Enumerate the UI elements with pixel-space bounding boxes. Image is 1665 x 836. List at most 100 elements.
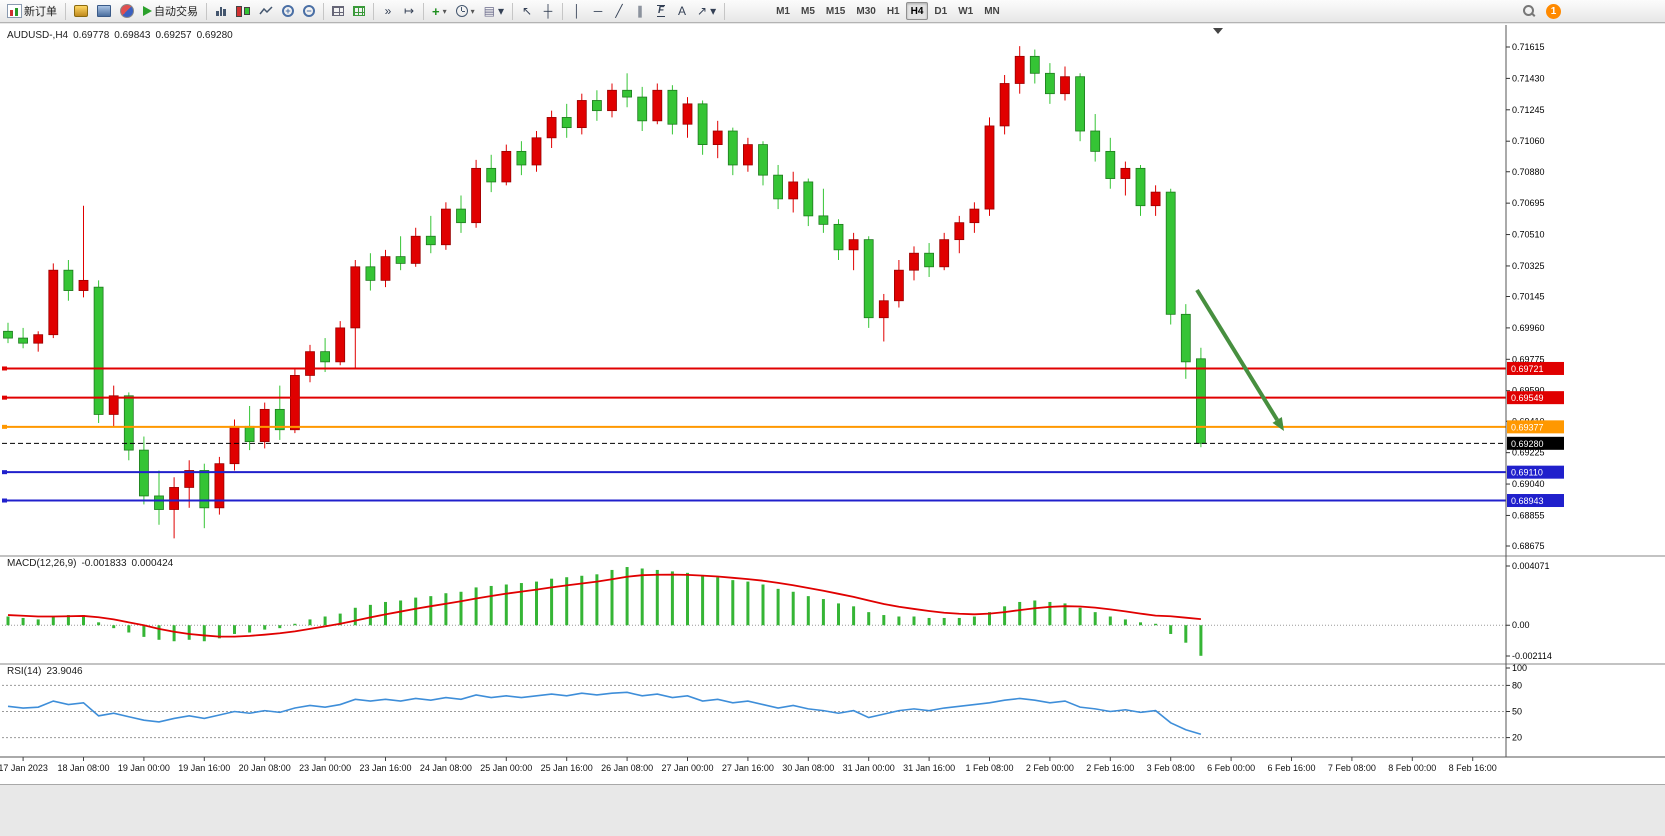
svg-text:20: 20 <box>1512 733 1522 743</box>
svg-text:1 Feb 08:00: 1 Feb 08:00 <box>965 763 1013 773</box>
svg-text:0.69549: 0.69549 <box>1511 393 1544 403</box>
community-icon <box>120 4 134 18</box>
toolbar-separator <box>562 2 563 20</box>
search-button[interactable] <box>1519 1 1539 21</box>
text-button[interactable]: A <box>672 1 692 21</box>
svg-text:27 Jan 16:00: 27 Jan 16:00 <box>722 763 774 773</box>
timeframe-mn[interactable]: MN <box>979 2 1005 20</box>
panel-dividers[interactable] <box>0 25 1665 758</box>
timeframe-m1[interactable]: M1 <box>771 2 795 20</box>
trendline-icon: ╱ <box>615 4 623 18</box>
svg-text:2 Feb 00:00: 2 Feb 00:00 <box>1026 763 1074 773</box>
macd-header: MACD(12,26,9) -0.001833 0.000424 <box>7 558 178 569</box>
grid-toggle-button[interactable] <box>349 1 369 21</box>
toolbar-separator <box>423 2 424 20</box>
chart-shift-marker[interactable] <box>1213 28 1223 34</box>
svg-text:0.00: 0.00 <box>1512 620 1530 630</box>
caret-down-icon: ▾ <box>497 4 504 18</box>
indicators-button[interactable]: + ▾ <box>428 1 451 21</box>
new-order-icon <box>7 4 22 18</box>
metaeditor-icon <box>74 5 88 17</box>
svg-text:3 Feb 08:00: 3 Feb 08:00 <box>1147 763 1195 773</box>
svg-text:0.69040: 0.69040 <box>1512 479 1545 489</box>
text-icon: A <box>677 4 686 18</box>
svg-text:23 Jan 16:00: 23 Jan 16:00 <box>359 763 411 773</box>
add-indicator-icon: + <box>432 3 440 19</box>
price-tags: 0.69721 0.69549 0.69377 0.69280 0.69110 0.689… <box>1507 361 1564 508</box>
community-button[interactable] <box>116 1 138 21</box>
timeframe-w1[interactable]: W1 <box>953 2 978 20</box>
horizontal-line-button[interactable]: ─ <box>588 1 608 21</box>
timeframe-d1[interactable]: D1 <box>929 2 952 20</box>
toolbar-separator <box>724 2 726 20</box>
crosshair-button[interactable]: ┼ <box>538 1 558 21</box>
timeframe-h1[interactable]: H1 <box>882 2 905 20</box>
new-order-button[interactable]: 新订单 <box>3 1 61 21</box>
svg-text:0.71245: 0.71245 <box>1512 105 1545 115</box>
vertical-line-button[interactable]: │ <box>567 1 587 21</box>
svg-text:0.69775: 0.69775 <box>1512 354 1545 364</box>
auto-trading-button[interactable]: 自动交易 <box>139 1 202 21</box>
chart-shift-icon: ↦ <box>403 4 415 18</box>
line-chart-button[interactable] <box>255 1 277 21</box>
auto-scroll-button[interactable]: » <box>378 1 398 21</box>
trendline-button[interactable]: ╱ <box>609 1 629 21</box>
cursor-button[interactable]: ↖ <box>517 1 537 21</box>
periods-button[interactable]: ▾ <box>452 1 479 21</box>
notification-badge[interactable]: 1 <box>1546 3 1561 19</box>
templates-button[interactable]: ▤ ▾ <box>480 1 508 21</box>
new-order-label: 新订单 <box>24 6 57 18</box>
svg-text:0.70145: 0.70145 <box>1512 292 1545 302</box>
svg-text:80: 80 <box>1512 680 1522 690</box>
candlesticks <box>3 46 1206 539</box>
chart-window[interactable]: 0.71615 0.71430 0.71245 0.71060 0.70880 0.706… <box>0 24 1665 785</box>
svg-text:31 Jan 00:00: 31 Jan 00:00 <box>843 763 895 773</box>
toolbar-separator <box>512 2 513 20</box>
caret-down-icon: ▾ <box>710 4 717 18</box>
metaeditor-button[interactable] <box>70 1 92 21</box>
rsi-value: 23.9046 <box>46 666 83 677</box>
svg-text:0.69280: 0.69280 <box>1511 439 1544 449</box>
svg-text:26 Jan 08:00: 26 Jan 08:00 <box>601 763 653 773</box>
svg-text:0.71060: 0.71060 <box>1512 136 1545 146</box>
auto-trading-label: 自动交易 <box>154 6 198 18</box>
caret-down-icon: ▾ <box>470 6 475 16</box>
search-icon <box>1523 5 1535 17</box>
svg-text:23 Jan 00:00: 23 Jan 00:00 <box>299 763 351 773</box>
market-watch-button[interactable] <box>93 1 115 21</box>
chart-shift-button[interactable]: ↦ <box>399 1 419 21</box>
fibonacci-button[interactable]: F <box>651 1 671 21</box>
svg-text:6 Feb 00:00: 6 Feb 00:00 <box>1207 763 1255 773</box>
time-scale[interactable]: 17 Jan 2023 18 Jan 08:00 19 Jan 00:00 19 Ja… <box>0 757 1497 773</box>
svg-text:31 Jan 16:00: 31 Jan 16:00 <box>903 763 955 773</box>
svg-text:0.69590: 0.69590 <box>1512 386 1545 396</box>
channel-button[interactable]: ∥ <box>630 1 650 21</box>
zoom-in-button[interactable]: + <box>278 1 298 21</box>
chart-canvas[interactable]: 0.71615 0.71430 0.71245 0.71060 0.70880 0.706… <box>0 24 1665 784</box>
timeframe-h4[interactable]: H4 <box>905 2 929 20</box>
svg-text:0.68943: 0.68943 <box>1511 496 1544 506</box>
arrows-button[interactable]: ↗ ▾ <box>693 1 720 21</box>
toolbar-separator <box>206 2 207 20</box>
bar-chart-button[interactable] <box>211 1 231 21</box>
svg-text:27 Jan 00:00: 27 Jan 00:00 <box>661 763 713 773</box>
svg-text:24 Jan 08:00: 24 Jan 08:00 <box>420 763 472 773</box>
auto-scroll-icon: » <box>384 4 392 18</box>
high-value: 0.69843 <box>114 30 151 41</box>
zoom-out-button[interactable]: − <box>299 1 319 21</box>
trend-arrow-annotation[interactable] <box>1195 288 1284 431</box>
svg-text:30 Jan 08:00: 30 Jan 08:00 <box>782 763 834 773</box>
svg-text:8 Feb 00:00: 8 Feb 00:00 <box>1388 763 1436 773</box>
svg-text:19 Jan 00:00: 19 Jan 00:00 <box>118 763 170 773</box>
rsi-header: RSI(14) 23.9046 <box>7 666 88 677</box>
timeframe-m15[interactable]: M15 <box>821 2 850 20</box>
timeframe-toolbar: M1 M5 M15 M30 H1 H4 D1 W1 MN <box>771 2 1005 20</box>
timeframe-m5[interactable]: M5 <box>796 2 820 20</box>
candlestick-chart-button[interactable] <box>232 1 254 21</box>
timeframe-m30[interactable]: M30 <box>851 2 880 20</box>
tile-windows-button[interactable] <box>328 1 348 21</box>
svg-text:0.70325: 0.70325 <box>1512 261 1545 271</box>
svg-text:19 Jan 16:00: 19 Jan 16:00 <box>178 763 230 773</box>
horizontal-line-objects[interactable] <box>2 366 1506 503</box>
macd-panel <box>6 567 1203 656</box>
